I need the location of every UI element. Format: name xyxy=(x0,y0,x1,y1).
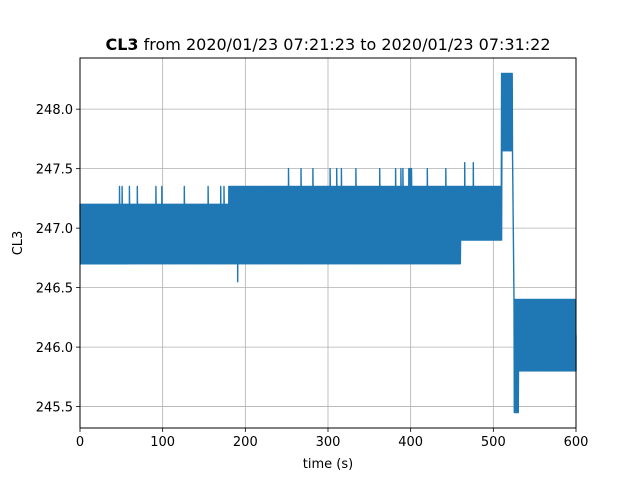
x-tick-label: 600 xyxy=(564,435,589,450)
chart-title-bold: CL3 xyxy=(105,35,138,54)
x-tick-label: 500 xyxy=(481,435,506,450)
chart-title-rest: from 2020/01/23 07:21:23 to 2020/01/23 0… xyxy=(139,35,551,54)
x-axis-ticks: 0 100 200 300 400 500 600 xyxy=(76,428,589,450)
x-tick-label: 100 xyxy=(150,435,175,450)
y-tick-label: 246.5 xyxy=(36,282,73,297)
y-tick-label: 247.0 xyxy=(36,222,73,237)
series-line xyxy=(79,72,577,414)
plot-area xyxy=(79,72,577,414)
y-axis-ticks: 245.5 246.0 246.5 247.0 247.5 248.0 xyxy=(36,103,80,416)
chart-title: CL3 from 2020/01/23 07:21:23 to 2020/01/… xyxy=(105,35,550,54)
x-tick-label: 200 xyxy=(233,435,258,450)
y-tick-label: 248.0 xyxy=(36,103,73,118)
x-tick-label: 400 xyxy=(398,435,423,450)
x-axis-label: time (s) xyxy=(303,457,353,472)
x-tick-label: 300 xyxy=(316,435,341,450)
y-tick-label: 247.5 xyxy=(36,163,73,178)
y-tick-label: 245.5 xyxy=(36,401,73,416)
y-tick-label: 246.0 xyxy=(36,341,73,356)
x-tick-label: 0 xyxy=(76,435,84,450)
y-axis-label: CL3 xyxy=(11,231,26,256)
